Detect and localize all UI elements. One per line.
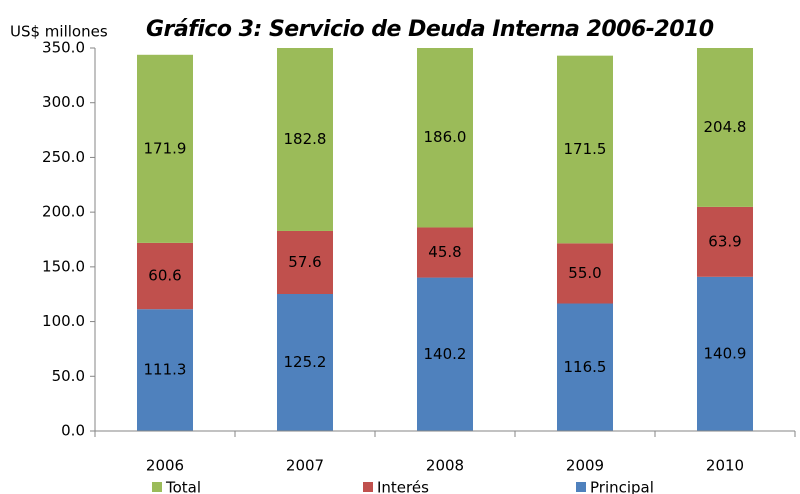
bar-segment [697, 276, 753, 431]
x-tick-label: 2007 [286, 457, 324, 475]
bar-segment [697, 206, 753, 277]
data-label: 171.9 [144, 139, 187, 157]
legend-swatch [576, 482, 586, 492]
bar-segment [557, 303, 613, 431]
bar-segment [137, 242, 193, 310]
y-tick-label: 100.0 [42, 312, 85, 330]
bar-segment [557, 55, 613, 244]
x-tick-label: 2008 [426, 457, 464, 475]
data-label: 63.9 [708, 232, 741, 250]
bar-segment [137, 309, 193, 431]
data-label: 57.6 [288, 253, 321, 271]
y-tick-label: 0.0 [61, 422, 85, 440]
legend-swatch [363, 482, 373, 492]
y-axis-label: US$ millones [10, 23, 108, 41]
bar-segment [137, 54, 193, 243]
bar-segment [277, 230, 333, 294]
data-label: 182.8 [284, 130, 327, 148]
data-label: 140.2 [424, 345, 467, 363]
bar-segment [277, 293, 333, 431]
chart-title: Gráfico 3: Servicio de Deuda Interna 200… [146, 17, 714, 42]
data-label: 204.8 [704, 118, 747, 136]
legend-label: Interés [377, 479, 429, 494]
x-tick-label: 2010 [706, 457, 744, 475]
data-label: 60.6 [148, 267, 181, 285]
y-tick-label: 250.0 [42, 148, 85, 166]
bar-segment [277, 48, 333, 231]
y-tick-label: 350.0 [42, 39, 85, 57]
bar-segment [697, 48, 753, 207]
y-tick-label: 300.0 [42, 93, 85, 111]
data-label: 140.9 [704, 344, 747, 362]
data-label: 116.5 [564, 358, 607, 376]
data-label: 55.0 [568, 264, 601, 282]
data-label: 125.2 [284, 353, 327, 371]
y-tick-label: 50.0 [52, 367, 85, 385]
bar-segment [417, 48, 473, 228]
data-label: 45.8 [428, 243, 461, 261]
data-label: 186.0 [424, 128, 467, 146]
y-tick-label: 200.0 [42, 203, 85, 221]
data-label: 111.3 [144, 361, 187, 379]
y-tick-label: 150.0 [42, 257, 85, 275]
legend-label: Total [165, 479, 201, 494]
x-tick-label: 2009 [566, 457, 604, 475]
bar-segment [557, 243, 613, 304]
x-tick-label: 2006 [146, 457, 184, 475]
bar-segment [417, 227, 473, 278]
legend-swatch [152, 482, 162, 492]
plot-area [137, 48, 753, 431]
bar-segment [417, 277, 473, 431]
data-label: 171.5 [564, 140, 607, 158]
legend-label: Principal [590, 479, 654, 494]
